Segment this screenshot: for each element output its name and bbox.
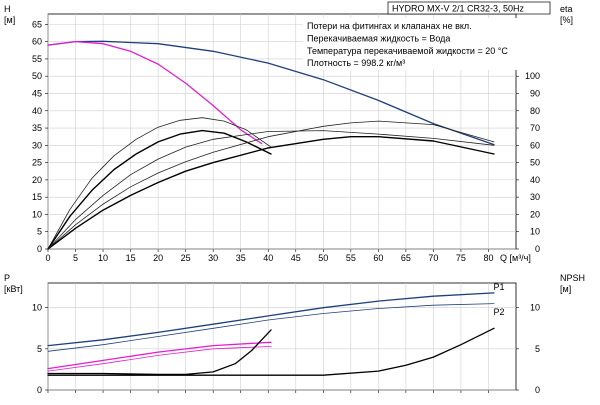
x-axis-title: Q [м³/ч]	[500, 253, 531, 263]
x-tick-label: 10	[98, 253, 108, 263]
x-tick-label: 50	[318, 253, 328, 263]
y-right-tick-label: 10	[530, 227, 540, 237]
x-tick-label: 30	[208, 253, 218, 263]
y-left-tick-label: 10	[32, 209, 42, 219]
x-tick-label: 15	[126, 253, 136, 263]
y-left-tick-label: 40	[32, 106, 42, 116]
chart-note-line: Потери на фитингах и клапанах не вкл.	[307, 21, 472, 31]
y-right-tick-label: 10	[530, 303, 540, 313]
y-right-tick-label: 40	[530, 175, 540, 185]
series-line	[47, 135, 495, 250]
y-right-tick-label: 90	[530, 88, 540, 98]
x-tick-label: 25	[181, 253, 191, 263]
y-right-tick-label: 0	[535, 385, 540, 395]
y-right-tick-label: 100	[525, 71, 540, 81]
y-left-axis-unit: [м]	[4, 15, 15, 25]
y-left-tick-label: 35	[32, 123, 42, 133]
y-right-tick-label: 30	[530, 192, 540, 202]
series-line	[47, 40, 263, 145]
series-line-p1	[47, 292, 495, 347]
y-left-tick-label: 15	[32, 192, 42, 202]
y-right-tick-label: 0	[535, 244, 540, 254]
series-line	[47, 129, 272, 250]
series-line	[47, 329, 272, 376]
y-left-tick-label: 50	[32, 71, 42, 81]
y-left-tick-label: 55	[32, 54, 42, 64]
y-right-tick-label: 80	[530, 106, 540, 116]
y-left-tick-label: 10	[32, 303, 42, 313]
y-left-tick-label: 30	[32, 140, 42, 150]
series-label-p2: P2	[493, 307, 504, 317]
chart-note-line: Температура перекачиваемой жидкости = 20…	[307, 46, 508, 56]
y-left-tick-label: 45	[32, 88, 42, 98]
y-left-tick-label: 5	[37, 344, 42, 354]
series-line	[47, 120, 495, 250]
y-left-tick-label: 0	[37, 385, 42, 395]
y-left-tick-label: 20	[32, 175, 42, 185]
series-line-p2	[47, 303, 495, 352]
x-tick-label: 65	[401, 253, 411, 263]
x-tick-label: 75	[456, 253, 466, 263]
y-left-tick-label: 0	[37, 244, 42, 254]
y-left-tick-label: 60	[32, 37, 42, 47]
series-line	[47, 327, 495, 376]
series-line	[47, 345, 272, 372]
y-left-tick-label: 25	[32, 158, 42, 168]
notes-box	[303, 18, 545, 70]
series-line	[47, 117, 272, 250]
x-tick-label: 5	[73, 253, 78, 263]
series-line	[47, 40, 495, 146]
y-right-axis-unit: [%]	[560, 15, 573, 25]
y-right-axis-unit: [м]	[560, 284, 571, 294]
y-right-axis-title: eta	[560, 4, 573, 14]
y-left-axis-unit: [кВт]	[4, 284, 23, 294]
y-left-tick-label: 65	[32, 19, 42, 29]
series-label-p1: P1	[493, 282, 504, 292]
chart-note-line: Перекачиваемая жидкость = Вода	[307, 33, 450, 43]
x-tick-label: 80	[483, 253, 493, 263]
y-left-tick-label: 5	[37, 227, 42, 237]
x-tick-label: 20	[153, 253, 163, 263]
y-right-tick-label: 50	[530, 158, 540, 168]
x-tick-label: 35	[236, 253, 246, 263]
x-tick-label: 55	[346, 253, 356, 263]
x-tick-label: 0	[45, 253, 50, 263]
series-line	[47, 341, 272, 370]
x-tick-label: 70	[428, 253, 438, 263]
y-right-axis-title: NPSH	[560, 273, 585, 283]
x-tick-label: 60	[373, 253, 383, 263]
chart-title-box	[387, 1, 551, 15]
y-left-axis-title: P	[4, 273, 10, 283]
x-tick-label: 45	[291, 253, 301, 263]
x-tick-label: 40	[263, 253, 273, 263]
series-line	[47, 130, 495, 250]
y-right-tick-label: 60	[530, 140, 540, 150]
y-right-tick-label: 70	[530, 123, 540, 133]
y-right-tick-label: 20	[530, 209, 540, 219]
chart-title: HYDRO MX-V 2/1 CR32-3, 50Hz	[392, 4, 525, 14]
y-right-tick-label: 5	[535, 344, 540, 354]
y-left-axis-title: H	[4, 4, 11, 14]
chart-note-line: Плотность = 998.2 кг/м³	[307, 58, 405, 68]
